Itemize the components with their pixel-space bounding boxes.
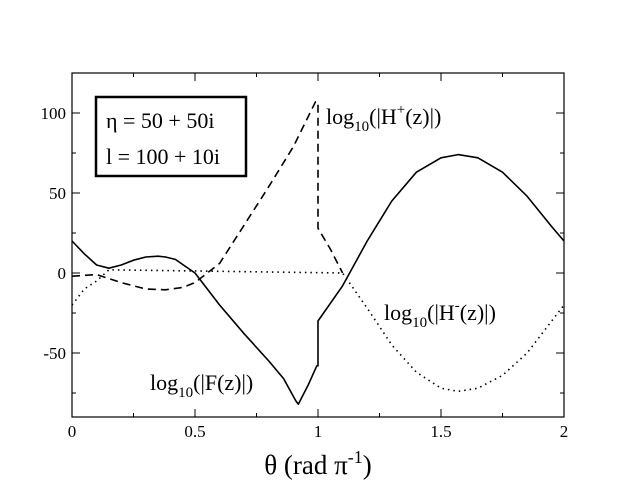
x-axis-label-main: θ (rad π <box>264 450 348 480</box>
label-f: log10(|F(z)|) <box>150 370 253 401</box>
label-h-plus-sub: 10 <box>354 119 369 135</box>
label-h-minus-post: (z)|) <box>460 300 496 325</box>
label-h-plus-post: (z)|) <box>405 104 441 129</box>
x-tick-label: 0.5 <box>184 422 205 441</box>
axis-ticks: 0 0.5 1 1.5 2 -50 0 50 100 <box>41 72 569 441</box>
label-h-plus-pre: (|H <box>369 104 397 129</box>
x-tick-label: 1.5 <box>430 422 451 441</box>
label-h-minus-base: log <box>384 300 412 325</box>
label-f-text: (|F(z)|) <box>193 370 253 395</box>
label-f-base: log <box>150 370 178 395</box>
x-tick-label: 0 <box>68 422 77 441</box>
label-f-sub: 10 <box>178 385 193 401</box>
label-h-plus-sup: + <box>397 102 405 118</box>
y-tick-label: 100 <box>41 104 67 123</box>
y-tick-label: 0 <box>58 264 67 283</box>
parameter-box-frame <box>94 95 248 178</box>
x-axis-label: θ (rad π-1) <box>264 447 372 480</box>
label-h-minus-pre: (|H <box>427 300 455 325</box>
x-axis-label-sup: -1 <box>348 447 363 467</box>
y-tick-label: -50 <box>43 344 66 363</box>
x-axis-label-tail: ) <box>363 450 372 480</box>
parameter-l: l = 100 + 10i <box>106 144 220 169</box>
plot-lines <box>71 101 565 405</box>
parameter-box: η = 50 + 50i l = 100 + 10i <box>94 95 248 178</box>
label-h-plus-base: log <box>326 104 354 129</box>
series-line-solid <box>71 153 565 405</box>
label-h-plus: log10(|H+(z)|) <box>326 102 441 135</box>
label-h-minus-sub: 10 <box>412 315 427 331</box>
y-tick-label: 50 <box>49 184 66 203</box>
label-h-minus-sup: - <box>455 298 460 314</box>
label-h-minus: log10(|H-(z)|) <box>384 298 496 331</box>
x-tick-label: 2 <box>560 422 569 441</box>
x-tick-label: 1 <box>314 422 323 441</box>
parameter-eta: η = 50 + 50i <box>106 108 214 133</box>
